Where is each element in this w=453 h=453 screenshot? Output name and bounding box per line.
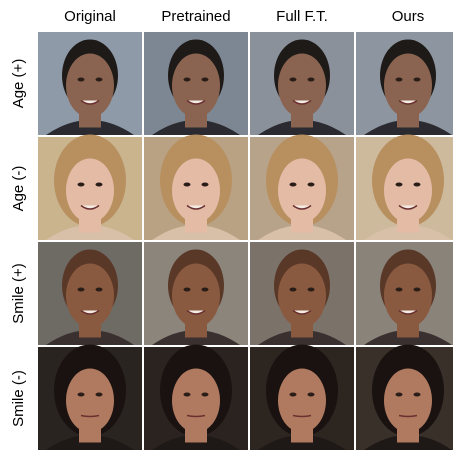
eye	[414, 78, 421, 82]
face	[172, 369, 220, 433]
face-image	[144, 345, 248, 451]
eye	[184, 288, 191, 292]
face-image	[38, 345, 142, 451]
face-image	[250, 135, 354, 241]
eye	[308, 288, 315, 292]
eye	[202, 393, 209, 397]
face	[384, 54, 432, 118]
face-image	[38, 135, 142, 241]
face	[172, 159, 220, 223]
eye	[78, 288, 85, 292]
face	[66, 264, 114, 328]
face	[278, 54, 326, 118]
eye	[78, 183, 85, 187]
face	[278, 264, 326, 328]
eye	[396, 183, 403, 187]
eye	[202, 78, 209, 82]
row-label: Age (+)	[10, 59, 27, 109]
eye	[96, 183, 103, 187]
face-image	[250, 242, 354, 345]
eye	[184, 393, 191, 397]
eye	[96, 288, 103, 292]
face-image	[144, 135, 248, 241]
face-image	[356, 345, 453, 451]
eye	[290, 183, 297, 187]
column-header: Full F.T.	[276, 8, 328, 25]
face-image	[38, 32, 142, 135]
row-label: Smile (+)	[10, 263, 27, 323]
eye	[78, 393, 85, 397]
face	[384, 264, 432, 328]
eye	[290, 78, 297, 82]
eye	[184, 78, 191, 82]
face	[278, 159, 326, 223]
eye	[414, 288, 421, 292]
face	[66, 159, 114, 223]
face-image	[356, 32, 453, 135]
eye	[202, 288, 209, 292]
face-image	[38, 242, 142, 345]
figure: Original Pretrained Full F.T. Ours Age (+) Ag…	[0, 0, 453, 453]
face-image	[356, 242, 453, 345]
face-image	[250, 32, 354, 135]
face	[384, 369, 432, 433]
eye	[308, 393, 315, 397]
eye	[184, 183, 191, 187]
eye	[414, 183, 421, 187]
face	[66, 369, 114, 433]
face-image	[144, 242, 248, 345]
eye	[414, 393, 421, 397]
column-header: Pretrained	[161, 8, 230, 25]
face	[384, 159, 432, 223]
face-image	[356, 135, 453, 241]
eye	[396, 78, 403, 82]
face	[278, 369, 326, 433]
eye	[396, 288, 403, 292]
face-image	[144, 32, 248, 135]
face	[172, 264, 220, 328]
eye	[396, 393, 403, 397]
column-header: Original	[64, 8, 116, 25]
eye	[202, 183, 209, 187]
face	[172, 54, 220, 118]
eye	[308, 183, 315, 187]
eye	[96, 78, 103, 82]
eye	[290, 393, 297, 397]
eye	[96, 393, 103, 397]
eye	[78, 78, 85, 82]
column-header: Ours	[392, 8, 425, 25]
eye	[308, 78, 315, 82]
face	[66, 54, 114, 118]
eye	[290, 288, 297, 292]
row-label: Age (-)	[10, 166, 27, 212]
face-image	[250, 345, 354, 451]
row-label: Smile (-)	[10, 370, 27, 427]
